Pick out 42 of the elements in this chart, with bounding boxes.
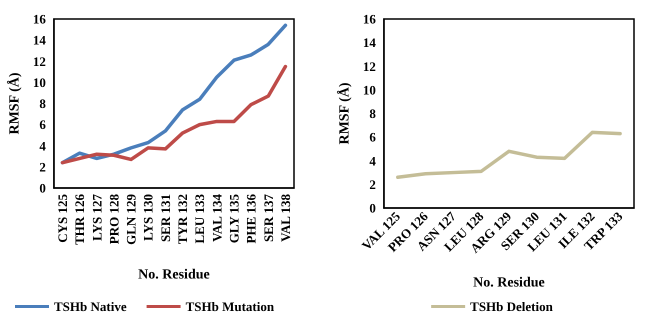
y-tick-label: 6 xyxy=(369,130,376,145)
y-tick-label: 4 xyxy=(39,138,46,154)
x-tick-label: THR 126 xyxy=(72,194,88,245)
x-tick-label: PRO 128 xyxy=(106,194,122,244)
y-tick-label: 16 xyxy=(362,12,376,26)
x-tick-label: VAL 134 xyxy=(209,194,224,242)
y-tick-label: 4 xyxy=(369,153,376,168)
x-tick-label: VAL 138 xyxy=(278,194,293,242)
y-tick-label: 8 xyxy=(369,106,376,121)
y-tick-label: 10 xyxy=(362,82,376,98)
y-tick-label: 2 xyxy=(39,159,46,174)
line-series xyxy=(60,24,288,164)
y-tick-label: 10 xyxy=(32,74,46,90)
legend-label: TSHb Native xyxy=(54,299,127,314)
x-axis-title: No. Residue xyxy=(138,268,210,282)
y-tick-label: 16 xyxy=(32,12,46,26)
y-tick-label: 14 xyxy=(362,35,376,50)
y-tick-label: 0 xyxy=(369,200,376,216)
y-tick-label: 0 xyxy=(39,180,46,196)
x-axis-title: No. Residue xyxy=(473,276,545,290)
legend-label: TSHb Mutation xyxy=(186,299,275,314)
line-series xyxy=(396,130,622,180)
x-tick-label: GLN 129 xyxy=(124,194,139,245)
y-axis-title: RMSF (Å) xyxy=(6,72,22,135)
y-tick-label: 12 xyxy=(362,58,376,74)
x-tick-label: TYR 132 xyxy=(175,194,190,244)
y-tick-label: 6 xyxy=(39,117,46,132)
y-tick-label: 14 xyxy=(32,32,46,48)
y-axis-title: RMSF (Å) xyxy=(336,82,352,145)
x-tick-label: PHE 136 xyxy=(244,194,259,244)
y-tick-label: 12 xyxy=(32,54,46,69)
y-tick-label: 8 xyxy=(39,96,46,111)
legend-label: TSHb Deletion xyxy=(470,299,554,314)
x-tick-label: LYS 127 xyxy=(89,194,104,241)
y-tick-label: 2 xyxy=(369,176,376,192)
x-tick-label: SER 137 xyxy=(260,194,276,242)
line-series xyxy=(60,64,288,164)
x-tick-label: SER 131 xyxy=(158,194,173,242)
x-tick-label: CYS 125 xyxy=(54,194,70,243)
x-tick-label: LYS 130 xyxy=(140,194,156,241)
x-tick-label: LEU 133 xyxy=(192,194,208,244)
x-tick-label: GLY 135 xyxy=(226,194,242,244)
